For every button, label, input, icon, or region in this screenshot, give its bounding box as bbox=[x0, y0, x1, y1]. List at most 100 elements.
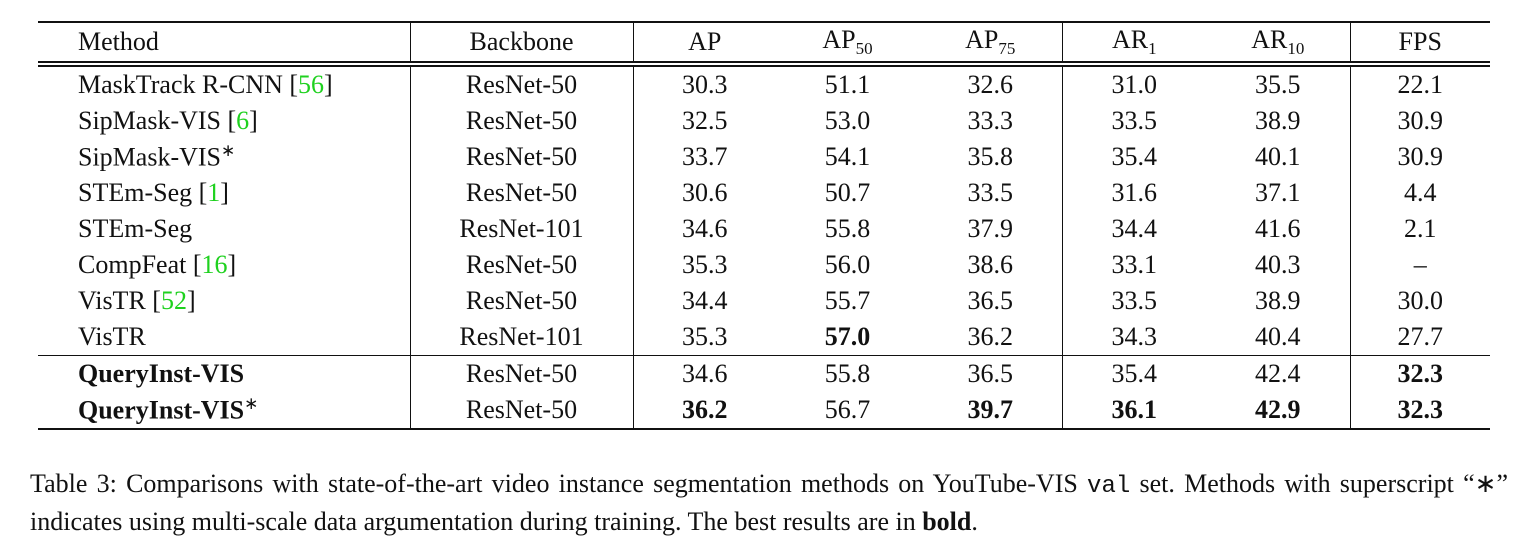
citation-bracket: ] bbox=[220, 178, 229, 207]
value-cell: 55.8 bbox=[824, 214, 871, 243]
value-cell: 31.6 bbox=[1111, 178, 1158, 207]
value-cell: 33.5 bbox=[1111, 286, 1158, 315]
table-row: SipMask-VIS∗ ResNet-50 33.7 54.1 35.8 35.4 40.… bbox=[38, 139, 1490, 175]
value-cell: 55.8 bbox=[824, 359, 871, 388]
value-cell: 42.9 bbox=[1206, 392, 1351, 429]
row-group: QueryInst-VIS ResNet-50 34.6 55.8 36.5 35.4 42… bbox=[38, 355, 1490, 429]
value-cell: 56.0 bbox=[824, 250, 871, 279]
method-cell: CompFeat [16] bbox=[38, 247, 411, 283]
value-cell: 32.5 bbox=[682, 106, 728, 135]
method-cell: MaskTrack R-CNN [56] bbox=[38, 64, 411, 103]
citation-bracket: ] bbox=[324, 70, 333, 99]
value-cell: 40.3 bbox=[1206, 247, 1351, 283]
value-cell: 34.4 bbox=[682, 286, 728, 315]
value-cell: – bbox=[1413, 250, 1427, 279]
value-cell: 40.1 bbox=[1206, 139, 1351, 175]
value-cell: ResNet-50 bbox=[410, 355, 634, 392]
value-cell: 33.7 bbox=[682, 142, 728, 171]
value-cell: ResNet-50 bbox=[410, 175, 634, 211]
value-cell: 54.1 bbox=[824, 142, 871, 171]
citation: 16 bbox=[201, 250, 228, 279]
value-cell: 35.5 bbox=[1206, 64, 1351, 103]
value-cell: 38.6 bbox=[919, 247, 1063, 283]
value-cell: 33.3 bbox=[919, 103, 1063, 139]
citation: 1 bbox=[207, 178, 221, 207]
value-cell: ResNet-50 bbox=[410, 392, 634, 429]
value-cell: 34.3 bbox=[1111, 322, 1158, 351]
value-cell: 30.6 bbox=[682, 178, 728, 207]
method-cell: SipMask-VIS [6] bbox=[38, 103, 411, 139]
value-cell: 37.1 bbox=[1206, 175, 1351, 211]
header-cell: FPS bbox=[1350, 21, 1490, 64]
value-cell: 4.4 bbox=[1404, 178, 1437, 207]
value-cell: 35.4 bbox=[1111, 359, 1158, 388]
caption-text: . bbox=[971, 507, 978, 536]
value-cell: 50.7 bbox=[824, 178, 871, 207]
method-name: MaskTrack R-CNN [ bbox=[78, 70, 299, 99]
table-row: CompFeat [16] ResNet-50 35.3 56.0 38.6 33.1 40… bbox=[38, 247, 1490, 283]
header-text: AP bbox=[822, 24, 856, 54]
value-cell: 38.9 bbox=[1206, 103, 1351, 139]
value-cell: 36.1 bbox=[1111, 395, 1158, 424]
caption-text: Table 3: Comparisons with state-of-the-a… bbox=[30, 469, 1088, 498]
value-cell: ResNet-50 bbox=[410, 139, 634, 175]
value-cell: 34.6 bbox=[682, 214, 728, 243]
method-name: STEm-Seg bbox=[78, 214, 193, 243]
table-row: MaskTrack R-CNN [56] ResNet-50 30.3 51.1 32.… bbox=[38, 64, 1490, 103]
header-cell: AP bbox=[633, 21, 776, 64]
header-cell: Backbone bbox=[410, 21, 634, 64]
value-cell: 36.2 bbox=[919, 319, 1063, 356]
method-name: VisTR [ bbox=[78, 286, 161, 315]
value-cell: 22.1 bbox=[1397, 70, 1444, 99]
value-cell: ResNet-50 bbox=[410, 247, 634, 283]
header-text: FPS bbox=[1398, 27, 1442, 56]
value-cell: 32.3 bbox=[1397, 395, 1444, 424]
citation: 6 bbox=[236, 106, 250, 135]
value-cell: 36.2 bbox=[682, 395, 728, 424]
method-cell: VisTR bbox=[38, 319, 411, 356]
header-cell: AR10 bbox=[1206, 21, 1351, 64]
table-row: QueryInst-VIS∗ ResNet-50 36.2 56.7 39.7 36.1 4… bbox=[38, 392, 1490, 429]
method-name: QueryInst-VIS bbox=[78, 359, 245, 388]
value-cell: 30.9 bbox=[1397, 106, 1444, 135]
row-group: MaskTrack R-CNN [56] ResNet-50 30.3 51.1 32.… bbox=[38, 64, 1490, 356]
value-cell: 38.9 bbox=[1206, 283, 1351, 319]
value-cell: ResNet-50 bbox=[410, 283, 634, 319]
value-cell: 27.7 bbox=[1397, 322, 1444, 351]
value-cell: 37.9 bbox=[919, 211, 1063, 247]
value-cell: 32.3 bbox=[1397, 359, 1444, 388]
table-caption: Table 3: Comparisons with state-of-the-a… bbox=[30, 466, 1508, 539]
method-name: SipMask-VIS [ bbox=[78, 106, 237, 135]
superscript: ∗ bbox=[244, 394, 259, 414]
header-cell: Method bbox=[38, 21, 411, 64]
caption-text: set. Methods with superscript “∗” indica… bbox=[30, 469, 1508, 536]
superscript: ∗ bbox=[221, 141, 236, 161]
header-row: Method Backbone AP AP50 AP75 AR1 AR10 FPS bbox=[38, 21, 1490, 64]
value-cell: 31.0 bbox=[1111, 70, 1158, 99]
value-cell: 2.1 bbox=[1404, 214, 1437, 243]
method-cell: STEm-Seg bbox=[38, 211, 411, 247]
method-name: SipMask-VIS bbox=[78, 142, 222, 172]
caption-text: val bbox=[1087, 473, 1131, 500]
method-cell: STEm-Seg [1] bbox=[38, 175, 411, 211]
value-cell: 30.9 bbox=[1397, 142, 1444, 171]
method-cell: VisTR [52] bbox=[38, 283, 411, 319]
value-cell: ResNet-101 bbox=[410, 211, 634, 247]
value-cell: 35.4 bbox=[1111, 142, 1158, 171]
header-text: AP bbox=[688, 27, 722, 56]
value-cell: 33.1 bbox=[1111, 250, 1158, 279]
header-subscript: 50 bbox=[855, 39, 873, 59]
value-cell: 55.7 bbox=[824, 286, 871, 315]
value-cell: 32.6 bbox=[919, 64, 1063, 103]
header-subscript: 1 bbox=[1148, 39, 1157, 59]
value-cell: ResNet-50 bbox=[410, 103, 634, 139]
value-cell: 56.7 bbox=[824, 395, 871, 424]
citation-bracket: ] bbox=[249, 106, 258, 135]
value-cell: 30.3 bbox=[682, 70, 728, 99]
header-text: Backbone bbox=[469, 27, 574, 56]
value-cell: ResNet-50 bbox=[410, 64, 634, 103]
citation-bracket: ] bbox=[227, 250, 237, 279]
header-text: Method bbox=[78, 27, 159, 56]
header-text: AR bbox=[1251, 24, 1288, 54]
